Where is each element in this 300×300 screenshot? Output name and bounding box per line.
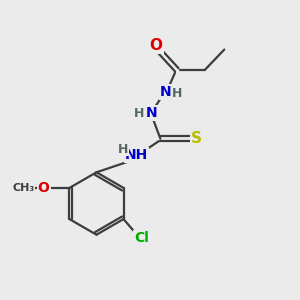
Text: Cl: Cl xyxy=(134,231,149,245)
Text: S: S xyxy=(191,131,202,146)
Text: O: O xyxy=(149,38,162,52)
Text: O: O xyxy=(38,181,50,195)
Text: H: H xyxy=(118,143,128,156)
Text: N: N xyxy=(146,106,157,120)
Text: H: H xyxy=(134,107,144,120)
Text: NH: NH xyxy=(125,148,148,162)
Text: H: H xyxy=(172,87,182,100)
Text: CH₃: CH₃ xyxy=(12,183,34,193)
Text: N: N xyxy=(160,85,171,99)
